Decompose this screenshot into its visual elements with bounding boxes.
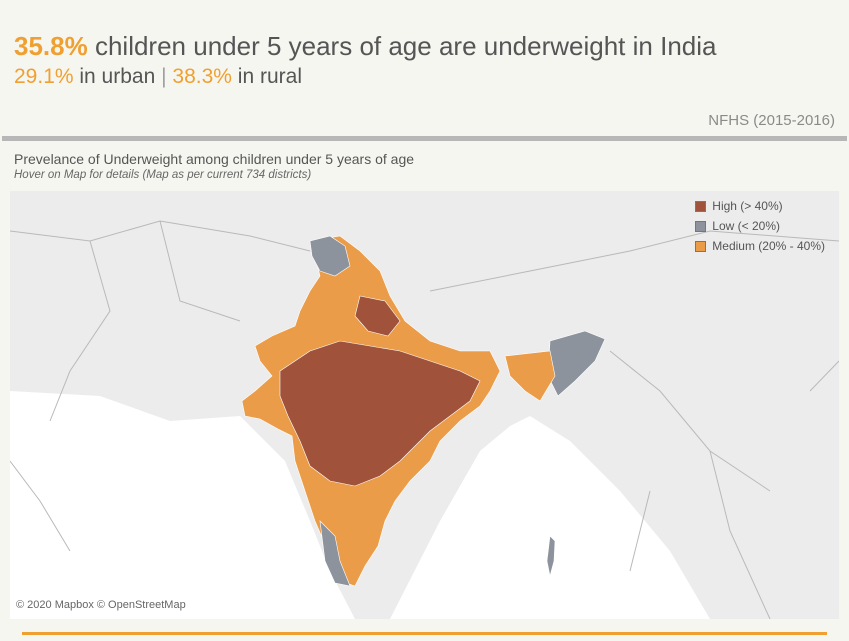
divider — [2, 136, 847, 141]
rural-value: 38.3% — [172, 65, 232, 88]
map-subtitle: Hover on Map for details (Map as per cur… — [14, 169, 312, 181]
legend-item-low[interactable]: Low (< 20%) — [695, 216, 825, 236]
headline: 35.8% children under 5 years of age are … — [14, 30, 716, 62]
legend-swatch-medium — [695, 240, 707, 252]
legend-swatch-low — [695, 220, 707, 232]
country-border-lines — [10, 220, 839, 619]
map-attribution[interactable]: © 2020 Mapbox © OpenStreetMap — [16, 599, 186, 611]
arabian-sea — [10, 391, 355, 619]
headline-value: 35.8% — [14, 31, 88, 61]
islands[interactable] — [546, 535, 556, 577]
legend-item-medium[interactable]: Medium (20% - 40%) — [695, 236, 825, 256]
india-low-kashmir[interactable] — [309, 235, 351, 277]
india-high-region[interactable] — [279, 340, 481, 487]
legend-label-medium: Medium (20% - 40%) — [712, 239, 825, 253]
legend-label-low: Low (< 20%) — [712, 219, 780, 233]
india-high-north[interactable] — [354, 295, 401, 337]
urban-text: in urban — [73, 65, 162, 88]
rural-text: in rural — [231, 65, 302, 88]
legend-swatch-high — [695, 200, 707, 212]
india-low-south[interactable] — [319, 520, 351, 587]
data-source: NFHS (2015-2016) — [708, 112, 835, 129]
india-low-east[interactable] — [547, 330, 606, 397]
separator: | — [161, 65, 167, 88]
map-legend: High (> 40%) Low (< 20%) Medium (20% - 4… — [695, 196, 825, 256]
bay-of-bengal — [390, 416, 710, 619]
map-title: Prevelance of Underweight among children… — [14, 151, 415, 167]
headline-text: children under 5 years of age are underw… — [87, 31, 717, 61]
urban-value: 29.1% — [14, 65, 74, 88]
legend-item-high[interactable]: High (> 40%) — [695, 196, 825, 216]
urban-rural-line: 29.1% in urban | 38.3% in rural — [14, 64, 302, 90]
bottom-accent-bar — [22, 632, 827, 635]
map-canvas[interactable] — [10, 191, 839, 619]
legend-label-high: High (> 40%) — [712, 199, 783, 213]
map-view[interactable]: High (> 40%) Low (< 20%) Medium (20% - 4… — [10, 191, 839, 619]
india-medium-northeast[interactable] — [504, 350, 556, 402]
